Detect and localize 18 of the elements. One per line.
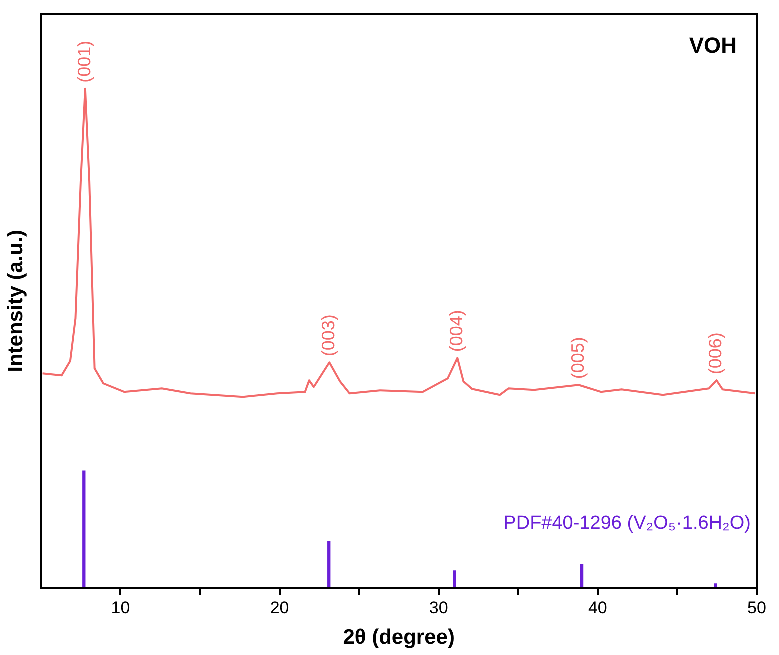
bar — [328, 541, 331, 588]
bar — [453, 570, 456, 588]
annotation: (006) — [706, 332, 726, 375]
bar — [82, 470, 86, 588]
x-axis-title: 2θ (degree) — [343, 626, 455, 650]
text: PDF#40-1296 (V₂O₅·1.6H₂O) — [504, 513, 751, 534]
y-axis-title: Intensity (a.u.) — [4, 230, 28, 372]
annotation: (004) — [446, 310, 467, 352]
annotation: (003) — [318, 314, 339, 357]
x-tick-label: 30 — [429, 598, 448, 618]
annotation: (001) — [74, 40, 94, 83]
x-tick-label: 10 — [111, 598, 130, 618]
x-tick-label: 50 — [748, 598, 766, 618]
bar — [580, 564, 584, 588]
annotation: (005) — [568, 337, 588, 380]
chart-title: VOH — [689, 33, 737, 58]
x-tick-label: 40 — [588, 598, 608, 618]
x-tick-label: 20 — [270, 598, 290, 618]
